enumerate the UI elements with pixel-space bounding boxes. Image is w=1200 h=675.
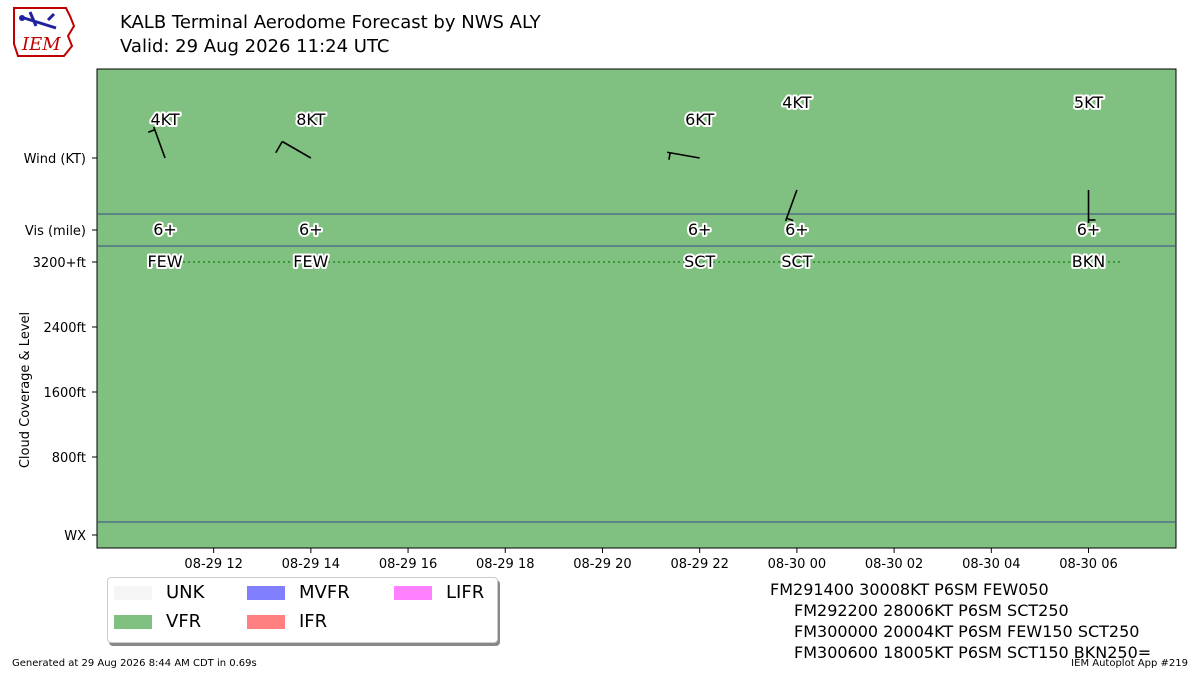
x-tick-label: 08-29 20 [573, 557, 631, 572]
legend-swatch [114, 614, 152, 629]
y-axis: Wind (KT) Vis (mile) 3200+ft 2400ft 1600… [18, 152, 97, 544]
visibility-label: 6+ [688, 220, 712, 239]
y-tick-label: 1600ft [43, 386, 86, 401]
vfr-background [96, 68, 1177, 549]
y-axis-label: Cloud Coverage & Level [18, 312, 33, 468]
forecast-marks: 4KT 6+ FEW 8KT 6+ FEW 6KT 6+ SCT 4KT 6+ SCT 5KT 6+ BKN [145, 91, 1107, 273]
wind-barb [667, 151, 700, 160]
legend-item-mvfr: MVFR [247, 582, 350, 603]
wind-speed-label: 5KT [1074, 93, 1103, 112]
cloud-coverage-label: FEW [147, 252, 182, 271]
legend-label: VFR [166, 611, 202, 632]
taf-line: FM292200 28006KT P6SM SCT250 [794, 601, 1069, 620]
legend-label: MVFR [299, 582, 350, 603]
legend-swatch [114, 585, 152, 600]
legend-label: LIFR [446, 582, 485, 603]
x-tick-label: 08-29 22 [670, 557, 728, 572]
legend-item-vfr: VFR [114, 611, 201, 632]
visibility-label: 6+ [153, 220, 177, 239]
wind-barb [1087, 190, 1096, 223]
cloud-coverage-label: FEW [293, 252, 328, 271]
legend-item-lifr: LIFR [394, 582, 484, 603]
x-tick-label: 08-30 06 [1059, 557, 1117, 572]
visibility-label: 6+ [299, 220, 323, 239]
wind-speed-label: 8KT [296, 110, 325, 129]
taf-line: FM300000 20004KT P6SM FEW150 SCT250 [794, 622, 1140, 641]
legend-item-ifr: IFR [247, 611, 327, 632]
legend-label: IFR [299, 611, 328, 632]
x-tick-label: 08-30 02 [865, 557, 923, 572]
wind-barb [275, 140, 312, 159]
chart-title: KALB Terminal Aerodome Forecast by NWS A… [120, 12, 541, 33]
chart-subtitle: Valid: 29 Aug 2026 11:24 UTC [120, 36, 390, 57]
app-footer: IEM Autoplot App #219 [1071, 658, 1188, 669]
wind-barb [147, 126, 166, 159]
legend-swatch [394, 585, 432, 600]
x-tick-label: 08-29 12 [184, 557, 242, 572]
legend-item-unk: UNK [114, 582, 204, 603]
y-tick-label: 800ft [52, 451, 86, 466]
x-tick-label: 08-29 18 [476, 557, 534, 572]
wind-barb [784, 189, 798, 222]
y-tick-label: Vis (mile) [25, 224, 86, 239]
x-tick-label: 08-30 04 [962, 557, 1020, 572]
generated-footer: Generated at 29 Aug 2026 8:44 AM CDT in … [12, 658, 257, 669]
x-axis: 08-29 12 08-29 14 08-29 16 08-29 18 08-29 20… [184, 548, 1118, 572]
visibility-label: 6+ [785, 220, 809, 239]
iem-logo: IEM [13, 7, 76, 57]
x-tick-label: 08-29 14 [282, 557, 340, 572]
legend: UNK VFR MVFR IFR LIFR [107, 577, 498, 643]
y-tick-label: WX [64, 529, 86, 544]
logo-text: IEM [21, 34, 61, 55]
wind-speed-label: 6KT [685, 110, 714, 129]
y-tick-label: 2400ft [43, 321, 86, 336]
wind-speed-label: 4KT [150, 110, 179, 129]
x-tick-label: 08-29 16 [379, 557, 437, 572]
legend-label: UNK [166, 582, 205, 603]
y-tick-label: Wind (KT) [24, 152, 86, 167]
taf-line: FM291400 30008KT P6SM FEW050 [770, 580, 1049, 599]
cloud-coverage-label: BKN [1072, 252, 1105, 271]
legend-swatch [247, 614, 285, 629]
taf-line: FM300600 18005KT P6SM SCT150 BKN250= [794, 643, 1152, 662]
legend-swatch [247, 585, 285, 600]
x-tick-label: 08-30 00 [768, 557, 826, 572]
wind-speed-label: 4KT [782, 93, 811, 112]
visibility-label: 6+ [1077, 220, 1101, 239]
cloud-coverage-label: SCT [781, 252, 812, 271]
y-tick-label: 3200+ft [33, 256, 86, 271]
cloud-coverage-label: SCT [684, 252, 715, 271]
